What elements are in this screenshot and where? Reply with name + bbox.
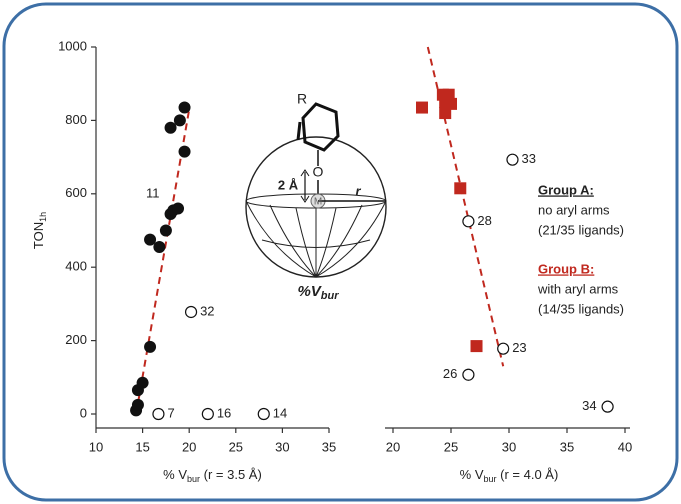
point [462,215,475,228]
point [416,101,428,114]
x-tick-label: 35 [560,439,574,454]
point [172,202,185,215]
point-label: 32 [200,303,214,318]
x-tick-label: 10 [89,439,103,454]
y-tick-label: 600 [65,185,87,200]
point [153,241,166,254]
point-label: 7 [167,405,174,420]
group-a-title: Group A: [538,182,594,197]
y-axis-label: TON1h [31,212,48,249]
metal: M [314,197,322,208]
x-label-rest: (r = 4.0 Å) [497,467,559,482]
group-b-line: (14/35 ligands) [538,301,624,316]
point [173,114,186,127]
point-label: 11 [146,185,160,200]
point [131,398,144,411]
point [439,107,452,120]
point-label: 16 [217,405,231,420]
point [136,376,149,389]
caption-main: %V [297,283,322,300]
distance: 2 Å [278,177,299,192]
group-a-line: (21/35 ligands) [538,222,624,237]
point [257,407,270,421]
x-label-sub: bur [187,474,200,484]
x-label-sub: bur [484,474,497,484]
y-label-sub: 1h [38,212,48,222]
point [445,97,457,110]
y-tick-label: 200 [65,332,87,347]
r-group: R [297,91,307,107]
x-tick-label: 30 [502,439,516,454]
x-tick-label: 30 [275,439,289,454]
x-tick-label: 25 [229,439,243,454]
point [462,368,475,381]
point [454,182,467,195]
x-tick-label: 15 [135,439,149,454]
point [164,121,177,134]
point-label: 23 [512,340,526,355]
point [144,233,157,246]
point-label: 33 [521,151,535,166]
x-label-rest: (r = 3.5 Å) [200,467,262,482]
point [201,407,214,421]
group-b-line: with aryl arms [537,281,619,296]
y-tick-label: 400 [65,259,87,274]
group-a-line: no aryl arms [538,202,610,217]
point [152,407,165,421]
y-tick-label: 1000 [58,38,87,53]
sphere-diagram: R O M 2 Å r %Vbur [245,91,387,302]
point [159,224,172,237]
y-tick-label: 0 [80,405,87,420]
point [601,400,614,413]
point-label: 34 [582,398,596,413]
x-tick-label: 25 [444,439,458,454]
group-b-title: Group B: [538,261,594,276]
caption: %Vbur [297,283,339,302]
x-tick-label: 35 [322,439,336,454]
point [184,305,198,319]
point [442,88,455,101]
x-tick-label: 40 [618,439,632,454]
point [178,101,191,114]
x-tick-label: 20 [182,439,196,454]
x-label-main: % V [460,467,484,482]
trend-line [135,109,191,415]
point [178,145,191,158]
point [497,342,510,355]
x-label-main: % V [163,467,187,482]
caption-sub: bur [321,290,339,302]
x-axis-label: % Vbur (r = 3.5 Å) [163,467,262,484]
point [144,340,157,353]
point [506,153,519,166]
x-tick-label: 20 [386,439,400,454]
point-label: 14 [273,405,287,420]
point [470,340,483,353]
oxygen: O [313,164,324,180]
y-label-main: TON [31,222,46,249]
annotations: Group A: no aryl arms (21/35 ligands) Gr… [537,182,624,316]
y-tick-label: 800 [65,112,87,127]
point-label: 28 [477,213,491,228]
point-label: 26 [443,366,457,381]
x-axis-label: % Vbur (r = 4.0 Å) [460,467,559,484]
radius: r [355,183,361,198]
